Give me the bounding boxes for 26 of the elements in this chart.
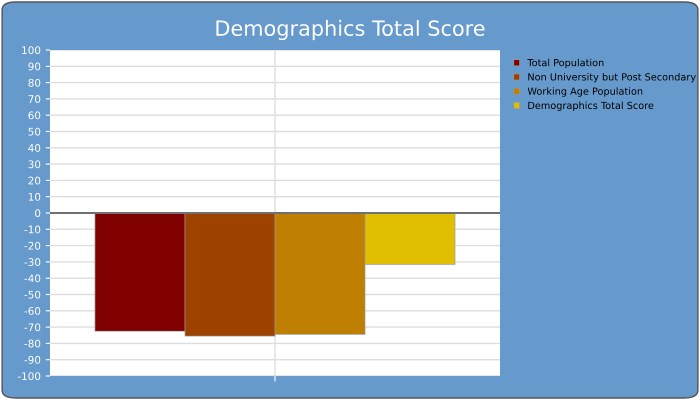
y-tick-label: -60 <box>24 307 40 315</box>
y-tick-label: 90 <box>28 62 40 70</box>
y-tick-label: -20 <box>24 242 40 250</box>
legend-label: Total Population <box>527 58 604 68</box>
legend-label: Non University but Post Secondary <box>528 73 696 82</box>
y-tick-label: 70 <box>28 95 40 104</box>
y-tick-label: 60 <box>28 111 40 120</box>
y-tick-label: -70 <box>24 323 40 332</box>
y-tick-label: 10 <box>28 192 40 201</box>
y-tick-label: 50 <box>28 128 40 136</box>
y-tick-label: 80 <box>28 78 40 87</box>
y-tick-label: -100 <box>18 372 40 380</box>
y-tick-label: 40 <box>28 144 40 152</box>
y-tick-label: -80 <box>24 340 40 348</box>
y-tick-label: -50 <box>24 290 40 299</box>
y-tick-label: -10 <box>24 226 40 234</box>
y-tick-label: 30 <box>28 160 40 168</box>
legend-label: Working Age Population <box>528 87 642 97</box>
legend-label: Demographics Total Score <box>528 102 654 111</box>
y-tick-label: 100 <box>22 46 40 54</box>
y-tick-label: 20 <box>28 176 40 185</box>
y-tick-label: -40 <box>24 274 40 282</box>
y-tick-label: 0 <box>35 209 40 218</box>
chart-title: Demographics Total Score <box>216 20 484 40</box>
y-tick-label: -90 <box>24 356 40 364</box>
y-tick-label: -30 <box>24 258 40 266</box>
